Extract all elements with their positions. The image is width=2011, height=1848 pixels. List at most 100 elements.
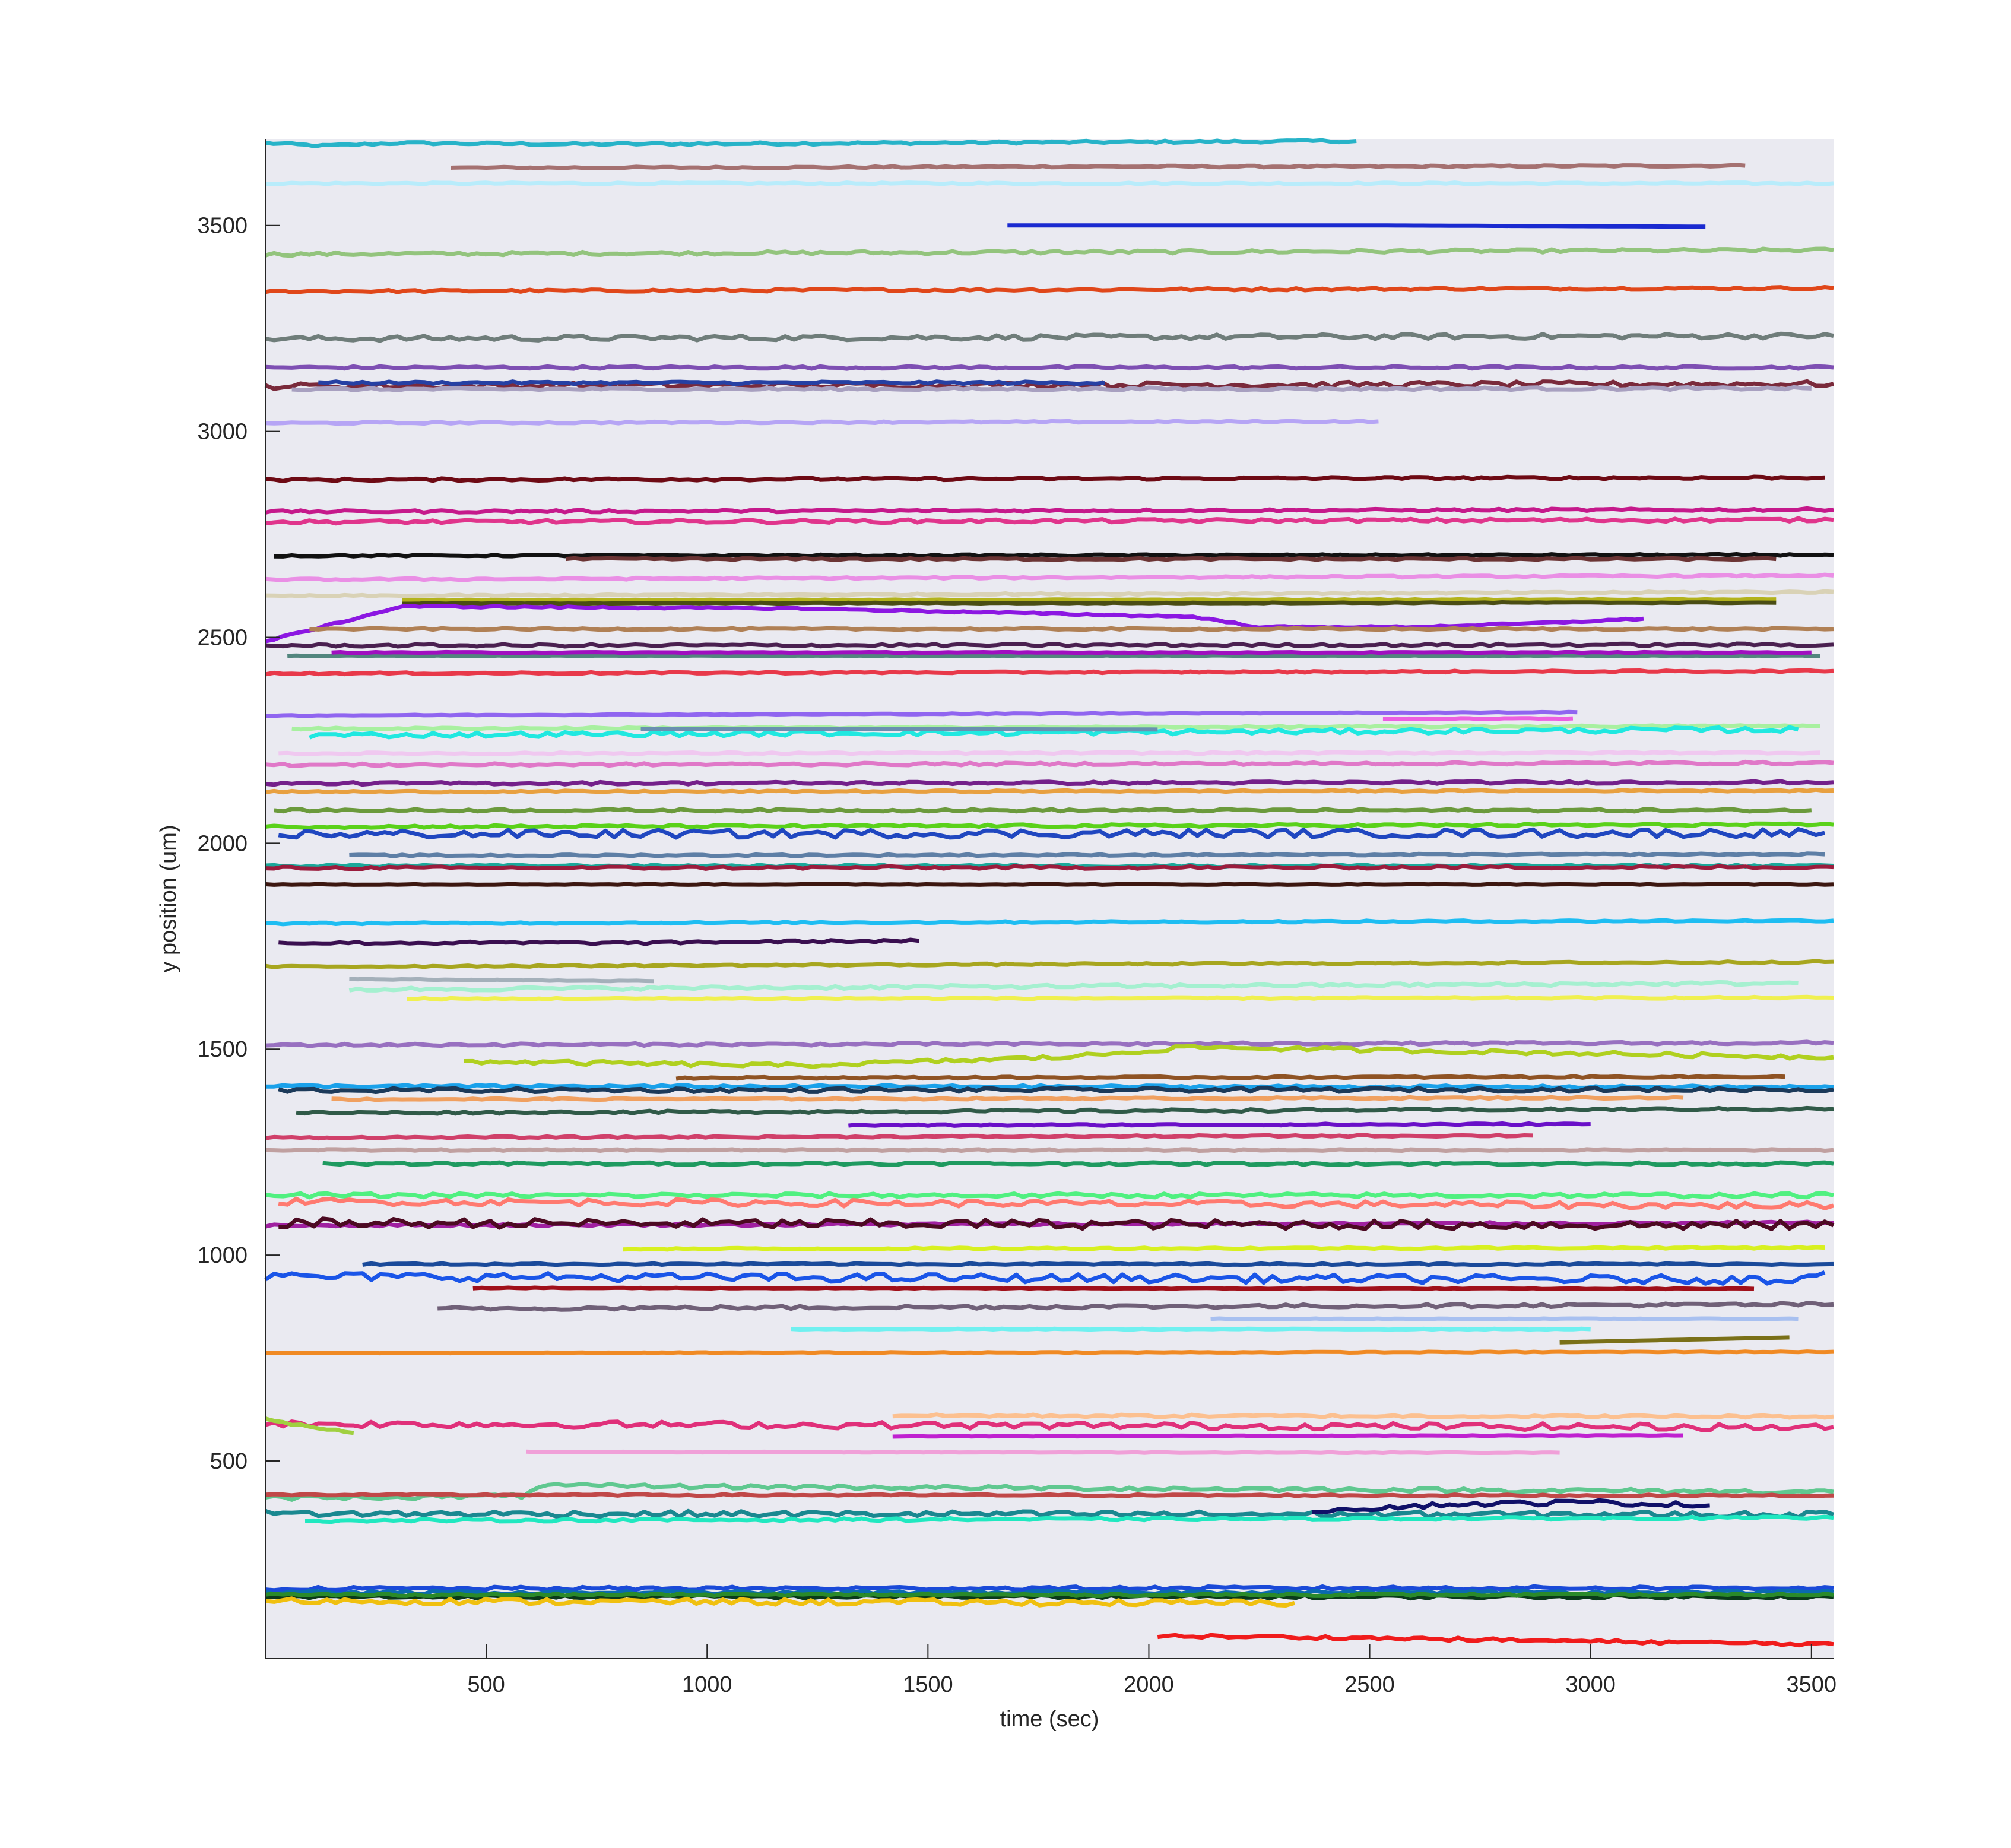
series-line-76 (265, 1416, 354, 1435)
x-ticks: 500 1000 1500 2000 2500 3000 3500 (467, 1644, 1836, 1697)
series-line-40 (349, 851, 1825, 858)
series-line-33 (278, 750, 1820, 756)
series-line-16 (274, 552, 1834, 559)
series-line-8 (265, 364, 1834, 371)
series-line-3 (265, 180, 1834, 186)
series-line-77 (892, 1433, 1684, 1439)
series-line-31 (309, 725, 1799, 740)
series-line-49 (407, 994, 1834, 1002)
series-line-23 (309, 626, 1834, 632)
series-line-75 (265, 1419, 1834, 1432)
x-tick-label: 1500 (903, 1672, 953, 1697)
series-line-5 (265, 246, 1834, 258)
series-line-12 (265, 419, 1379, 426)
series-line-82 (1312, 1498, 1710, 1514)
series-line-14 (265, 506, 1834, 515)
series-line-43 (265, 882, 1834, 887)
series-line-89 (1157, 1633, 1834, 1648)
y-ticks: 500 1000 1500 2000 2500 3000 3500 (197, 214, 280, 1474)
series-line-38 (265, 821, 1834, 830)
series-layer (264, 138, 1835, 1648)
series-line-2 (451, 163, 1746, 170)
series-line-32 (640, 727, 1158, 732)
series-line-39 (278, 827, 1825, 840)
series-line-1 (265, 138, 1357, 148)
series-line-46 (265, 959, 1834, 969)
series-line-15 (265, 516, 1834, 526)
series-line-57 (848, 1121, 1591, 1128)
y-tick-label: 2000 (197, 831, 248, 856)
series-line-60 (322, 1160, 1834, 1167)
series-line-44 (265, 918, 1834, 927)
y-tick-label: 500 (210, 1449, 248, 1474)
series-line-83 (304, 1514, 1834, 1524)
plot-area (265, 139, 1834, 1659)
series-line-65 (623, 1245, 1825, 1252)
series-line-17 (565, 556, 1777, 562)
series-line-21 (402, 600, 1777, 606)
series-line-66 (362, 1261, 1834, 1267)
series-line-61 (265, 1191, 1834, 1200)
series-line-7 (265, 331, 1834, 343)
x-tick-label: 2000 (1124, 1672, 1174, 1697)
series-line-29 (1382, 716, 1574, 721)
series-line-68 (472, 1285, 1755, 1292)
series-line-18 (265, 572, 1834, 582)
series-line-36 (265, 787, 1834, 795)
series-line-25 (287, 653, 1820, 658)
series-line-69 (437, 1301, 1834, 1312)
series-line-58 (265, 1133, 1533, 1141)
series-line-70 (1210, 1316, 1799, 1321)
series-line-11 (291, 385, 1812, 392)
series-line-64 (278, 1216, 1835, 1231)
series-line-54 (278, 1085, 1834, 1095)
y-tick-label: 1500 (197, 1037, 248, 1062)
series-line-45 (278, 937, 919, 946)
y-tick-label: 2500 (197, 625, 248, 650)
series-line-37 (274, 807, 1812, 814)
series-line-28 (265, 709, 1578, 718)
series-line-4 (1007, 223, 1706, 229)
x-tick-label: 500 (467, 1672, 505, 1697)
series-line-55 (331, 1095, 1684, 1102)
series-line-20 (402, 597, 1777, 603)
y-tick-label: 1000 (197, 1243, 248, 1268)
series-line-72 (1559, 1335, 1790, 1345)
series-line-10 (318, 379, 1105, 386)
x-tick-label: 1000 (682, 1672, 732, 1697)
series-line-59 (265, 1147, 1834, 1153)
series-line-48 (348, 980, 1799, 993)
y-axis-label: y position (um) (156, 825, 181, 972)
series-line-62 (278, 1196, 1835, 1210)
series-line-19 (265, 589, 1834, 599)
series-line-50 (265, 1039, 1834, 1048)
x-axis-label: time (sec) (1000, 1707, 1099, 1732)
series-line-52 (675, 1074, 1785, 1081)
series-line-73 (265, 1349, 1834, 1356)
x-tick-label: 2500 (1344, 1672, 1395, 1697)
series-line-84 (265, 1584, 1834, 1593)
series-line-67 (264, 1270, 1826, 1286)
series-line-27 (265, 668, 1834, 677)
series-line-78 (525, 1449, 1560, 1455)
series-line-88 (265, 1596, 1295, 1608)
axes (265, 139, 1834, 1659)
series-line-24 (265, 641, 1834, 649)
series-line-34 (265, 759, 1834, 768)
series-line-51 (464, 1044, 1834, 1069)
series-line-6 (265, 285, 1834, 294)
series-line-74 (892, 1412, 1834, 1420)
y-tick-label: 3000 (197, 420, 248, 445)
series-line-80 (265, 1492, 1834, 1498)
series-line-47 (349, 977, 654, 984)
x-tick-label: 3500 (1787, 1672, 1837, 1697)
series-line-13 (265, 474, 1825, 483)
series-line-35 (265, 779, 1834, 787)
series-line-42 (265, 864, 1834, 871)
series-line-81 (264, 1508, 1835, 1520)
x-tick-label: 3000 (1565, 1672, 1616, 1697)
series-line-87 (265, 1591, 1834, 1598)
series-line-56 (296, 1105, 1834, 1116)
y-tick-label: 3500 (197, 214, 248, 239)
